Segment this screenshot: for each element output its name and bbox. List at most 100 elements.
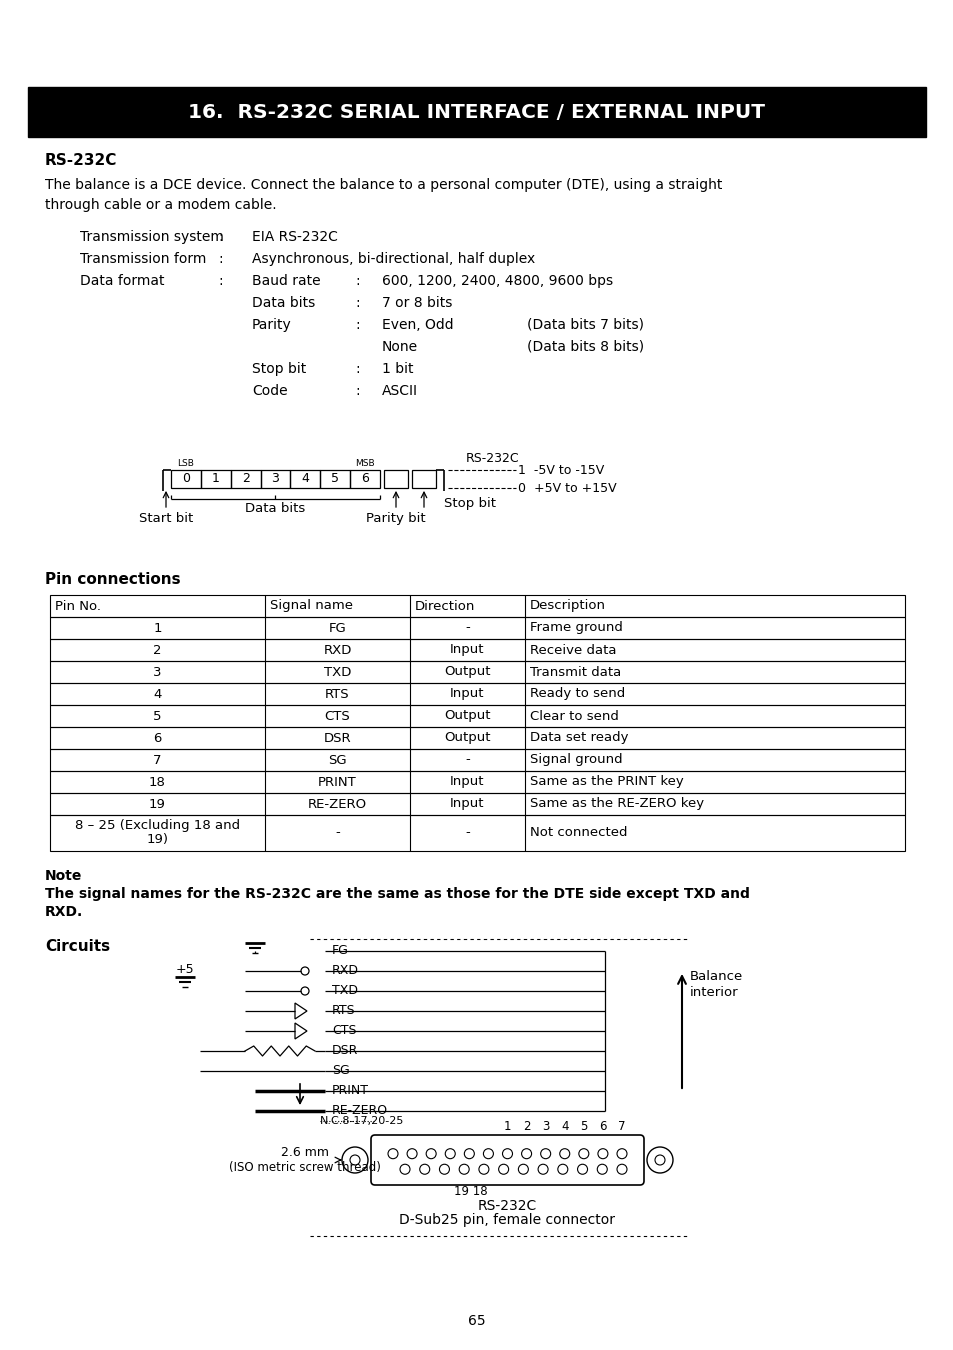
Text: -: - [465, 621, 470, 634]
Text: Output: Output [444, 732, 490, 744]
Text: Asynchronous, bi-directional, half duplex: Asynchronous, bi-directional, half duple… [252, 252, 535, 266]
Text: -: - [465, 753, 470, 767]
Text: Pin No.: Pin No. [55, 599, 101, 613]
Text: 7: 7 [618, 1120, 625, 1133]
Bar [50, 662, 904, 683]
Bar [50, 749, 904, 771]
Bar [201, 470, 231, 487]
Text: Frame ground: Frame ground [530, 621, 622, 634]
Text: :: : [355, 274, 359, 288]
Text: 16.  RS-232C SERIAL INTERFACE / EXTERNAL INPUT: 16. RS-232C SERIAL INTERFACE / EXTERNAL … [189, 103, 764, 122]
Text: RXD: RXD [323, 644, 352, 656]
Text: 7: 7 [153, 753, 162, 767]
Text: Transmission system: Transmission system [80, 230, 224, 244]
Text: 6: 6 [598, 1120, 606, 1133]
Circle shape [350, 1156, 359, 1165]
Bar [231, 470, 260, 487]
Text: Parity bit: Parity bit [366, 512, 425, 525]
Text: -: - [335, 826, 339, 840]
Text: :: : [218, 274, 222, 288]
Text: FG: FG [332, 945, 349, 957]
Text: ASCII: ASCII [381, 383, 417, 398]
Text: Input: Input [450, 775, 484, 788]
Bar [28, 86, 925, 136]
Text: EIA RS-232C: EIA RS-232C [252, 230, 337, 244]
Text: Code: Code [252, 383, 287, 398]
Text: TXD: TXD [332, 984, 357, 998]
Bar [171, 470, 201, 487]
Text: 3: 3 [153, 666, 162, 679]
Text: 19 18: 19 18 [453, 1185, 487, 1197]
Text: Direction: Direction [415, 599, 475, 613]
Text: Note: Note [45, 869, 82, 883]
Text: :: : [355, 319, 359, 332]
Text: Circuits: Circuits [45, 940, 110, 954]
Text: Not connected: Not connected [530, 826, 627, 840]
Text: through cable or a modem cable.: through cable or a modem cable. [45, 198, 276, 212]
Text: RXD.: RXD. [45, 904, 83, 919]
Bar [50, 771, 904, 792]
Bar [412, 470, 436, 487]
Text: Signal name: Signal name [270, 599, 353, 613]
Text: :: : [355, 383, 359, 398]
Bar [50, 815, 904, 850]
Text: PRINT: PRINT [332, 1084, 369, 1098]
Text: 2: 2 [153, 644, 162, 656]
Bar [50, 728, 904, 749]
Bar [50, 595, 904, 617]
Text: (ISO metric screw thread): (ISO metric screw thread) [229, 1161, 380, 1174]
Text: 2: 2 [522, 1120, 530, 1133]
Text: Input: Input [450, 644, 484, 656]
Text: interior: interior [689, 987, 738, 999]
Text: Baud rate: Baud rate [252, 274, 320, 288]
Text: The signal names for the RS-232C are the same as those for the DTE side except T: The signal names for the RS-232C are the… [45, 887, 749, 900]
Text: Output: Output [444, 666, 490, 679]
Text: Data format: Data format [80, 274, 164, 288]
Text: Data set ready: Data set ready [530, 732, 628, 744]
Text: TXD: TXD [323, 666, 351, 679]
Bar [50, 683, 904, 705]
Text: :: : [218, 252, 222, 266]
Text: RS-232C: RS-232C [465, 452, 519, 464]
Bar [384, 470, 408, 487]
Text: SG: SG [332, 1065, 350, 1077]
Text: DSR: DSR [332, 1045, 358, 1057]
Text: Balance: Balance [689, 969, 742, 983]
Text: 6: 6 [153, 732, 161, 744]
Text: 18: 18 [149, 775, 166, 788]
Text: 6: 6 [361, 472, 369, 486]
Bar [320, 470, 350, 487]
Text: Transmit data: Transmit data [530, 666, 620, 679]
Text: 19: 19 [149, 798, 166, 810]
Text: Data bits: Data bits [245, 502, 305, 514]
Text: Receive data: Receive data [530, 644, 616, 656]
Text: Same as the PRINT key: Same as the PRINT key [530, 775, 683, 788]
Text: Input: Input [450, 798, 484, 810]
Text: 2.6 mm: 2.6 mm [281, 1146, 329, 1158]
Text: Signal ground: Signal ground [530, 753, 622, 767]
Text: PRINT: PRINT [317, 775, 356, 788]
Text: RTS: RTS [325, 687, 350, 701]
Text: 4: 4 [301, 472, 309, 486]
Bar [290, 470, 320, 487]
Text: RE-ZERO: RE-ZERO [308, 798, 367, 810]
Text: None: None [381, 340, 417, 354]
Circle shape [655, 1156, 664, 1165]
Text: The balance is a DCE device. Connect the balance to a personal computer (DTE), u: The balance is a DCE device. Connect the… [45, 178, 721, 192]
Bar [50, 617, 904, 639]
Text: Stop bit: Stop bit [443, 498, 496, 510]
Text: 3: 3 [541, 1120, 549, 1133]
Text: 7 or 8 bits: 7 or 8 bits [381, 296, 452, 310]
Text: 8 – 25 (Excluding 18 and: 8 – 25 (Excluding 18 and [75, 819, 240, 833]
Bar [50, 792, 904, 815]
Text: 19): 19) [147, 833, 169, 846]
Text: :: : [355, 296, 359, 310]
Text: 0: 0 [182, 472, 190, 486]
Text: Output: Output [444, 710, 490, 722]
FancyBboxPatch shape [371, 1135, 643, 1185]
Text: FG: FG [328, 621, 346, 634]
Text: 65: 65 [468, 1314, 485, 1328]
Bar [260, 470, 290, 487]
Text: DSR: DSR [323, 732, 351, 744]
Text: 4: 4 [560, 1120, 568, 1133]
